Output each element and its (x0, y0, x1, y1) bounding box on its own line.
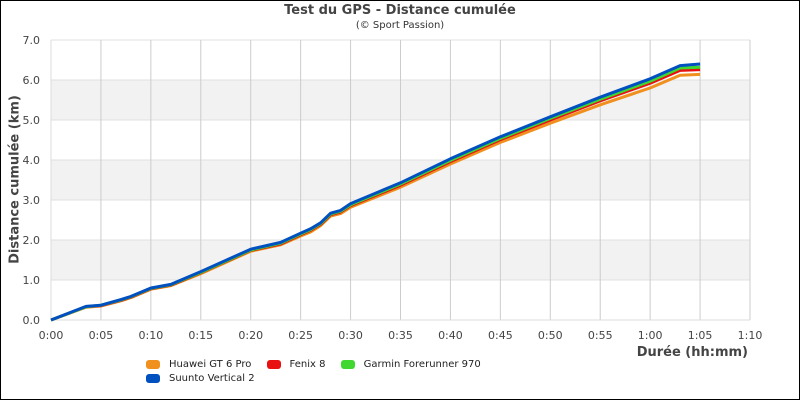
x-tick-label: 0:20 (238, 329, 263, 342)
legend-label: Garmin Forerunner 970 (363, 358, 481, 370)
series-line-3 (50, 62, 701, 322)
y-tick-label: 6.0 (23, 74, 41, 87)
legend-swatch-huawei (146, 359, 160, 369)
legend-swatch-fenix (266, 359, 281, 369)
legend-item-fenix[interactable]: Fenix 8 (266, 357, 326, 371)
x-tick-label: 1:05 (688, 329, 713, 342)
legend-item-huawei[interactable]: Huawei GT 6 Pro (146, 357, 251, 371)
x-tick-label: 0:35 (388, 329, 413, 342)
legend-label: Huawei GT 6 Pro (169, 358, 252, 370)
x-axis-label: Durée (hh:mm) (636, 345, 748, 360)
y-tick-label: 5.0 (23, 114, 41, 127)
legend: Huawei GT 6 Pro Fenix 8 Garmin Forerunne… (146, 357, 566, 386)
y-tick-label: 3.0 (23, 194, 41, 207)
y-tick-label: 7.0 (23, 34, 41, 47)
x-tick-label: 0:45 (488, 329, 513, 342)
x-axis-ticks: 0:00 0:05 0:10 0:15 0:20 0:25 0:30 0:35 0:40 0:45… (39, 329, 763, 342)
y-axis-ticks: 0.0 1.0 2.0 3.0 4.0 5.0 6.0 7.0 (23, 34, 41, 327)
series-lines (50, 62, 701, 322)
y-tick-label: 1.0 (23, 274, 41, 287)
legend-label: Fenix 8 (289, 358, 326, 370)
legend-label: Suunto Vertical 2 (169, 373, 255, 384)
x-tick-label: 0:40 (438, 329, 463, 342)
x-tick-label: 1:00 (638, 329, 663, 342)
y-tick-label: 4.0 (23, 154, 41, 167)
x-tick-label: 0:30 (338, 329, 363, 342)
x-tick-label: 0:15 (188, 329, 213, 342)
x-tick-label: 0:50 (538, 329, 563, 342)
x-tick-label: 0:25 (288, 329, 313, 342)
x-tick-label: 0:55 (588, 329, 613, 342)
y-tick-label: 2.0 (23, 234, 41, 247)
chart-subtitle: (© Sport Passion) (355, 20, 445, 31)
chart-title: Test du GPS - Distance cumulée (284, 3, 516, 18)
x-tick-label: 0:00 (39, 329, 64, 342)
x-tick-label: 0:05 (89, 329, 114, 342)
x-tick-label: 0:10 (139, 329, 164, 342)
legend-item-suunto[interactable]: Suunto Vertical 2 (146, 372, 255, 386)
x-tick-label: 1:10 (738, 329, 763, 342)
legend-item-garmin[interactable]: Garmin Forerunner 970 (340, 357, 481, 371)
grid-lines (50, 39, 751, 321)
y-tick-label: 0.0 (23, 314, 41, 327)
legend-swatch-suunto (146, 374, 160, 383)
legend-swatch-garmin (340, 359, 355, 369)
